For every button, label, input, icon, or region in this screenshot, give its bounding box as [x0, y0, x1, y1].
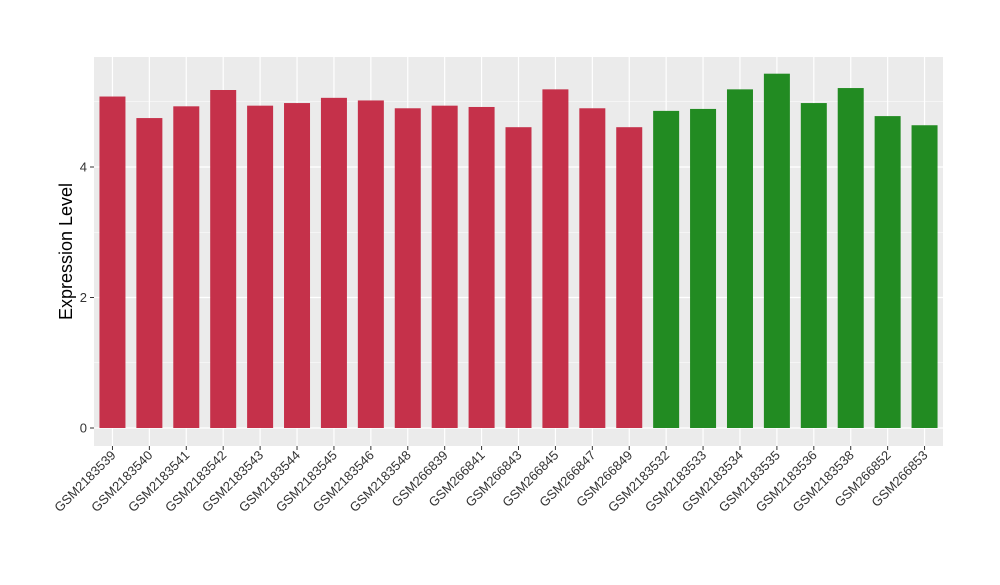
bar — [690, 108, 717, 429]
bar — [505, 127, 532, 428]
bar — [837, 88, 864, 429]
bar — [173, 106, 200, 428]
bar — [394, 108, 421, 429]
bar — [431, 105, 458, 428]
bar — [247, 105, 274, 428]
y-axis-title: Expression Level — [56, 183, 76, 320]
bar — [763, 73, 790, 428]
bar — [653, 110, 680, 428]
bars — [99, 73, 938, 429]
y-tick-label: 0 — [80, 421, 87, 436]
bar — [800, 103, 827, 429]
bar — [320, 97, 347, 429]
x-axis: GSM2183539GSM2183540GSM2183541GSM2183542… — [51, 446, 931, 515]
bar — [542, 89, 569, 428]
bar — [911, 125, 938, 429]
bar — [579, 108, 606, 429]
bar — [468, 106, 495, 428]
bar — [99, 96, 126, 428]
bar — [284, 103, 311, 429]
bar — [616, 127, 643, 428]
y-tick-label: 4 — [80, 160, 87, 175]
bar — [357, 100, 384, 428]
bar — [136, 118, 163, 428]
bar — [726, 89, 753, 428]
bar — [210, 90, 237, 428]
bar — [874, 116, 901, 428]
y-axis: 0 2 4 — [80, 160, 94, 436]
y-tick-label: 2 — [80, 290, 87, 305]
